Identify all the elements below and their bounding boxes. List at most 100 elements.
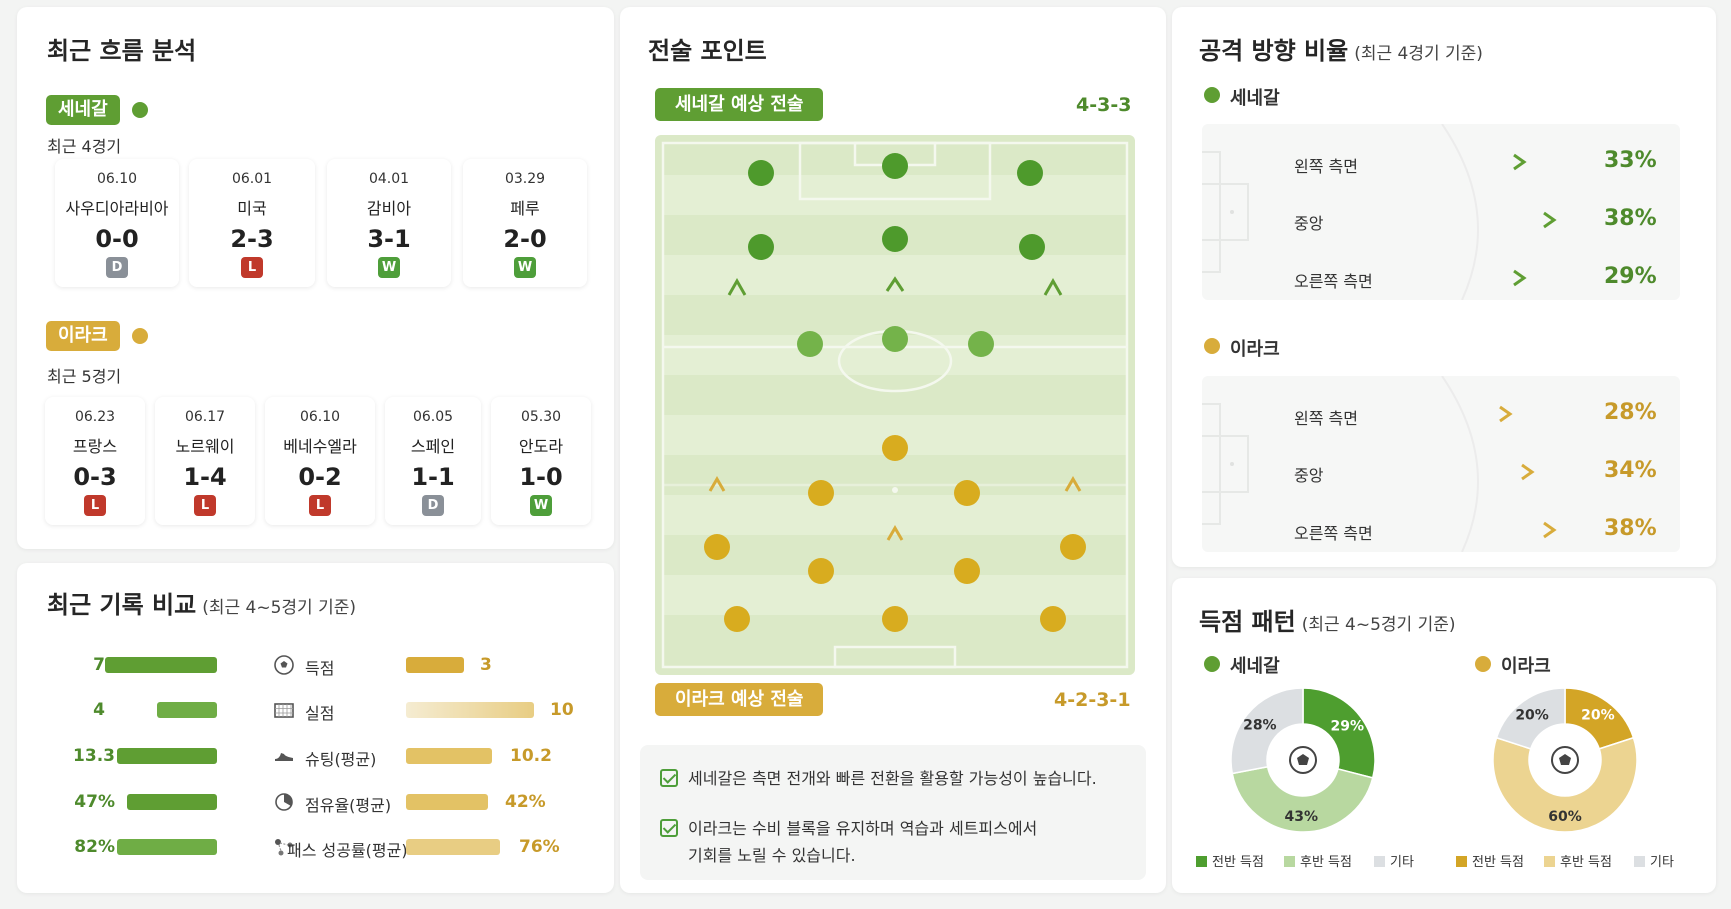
iraq-attack-arrows [708, 476, 1082, 575]
match-card[interactable]: 06.10 사우디아라비아 0-0 D [55, 159, 179, 287]
compare-row-conceded: 4 실점 10 [17, 691, 627, 729]
iraq-color-dot [132, 328, 148, 344]
match-opponent: 미국 [237, 199, 267, 218]
match-score: 0-0 [95, 225, 139, 253]
legend-label: 기타 [1650, 855, 1674, 870]
match-card[interactable]: 05.30 안도라 1-0 W [491, 397, 591, 525]
attack-direction-panel: 공격 방향 비율 (최근 4경기 기준) 세네갈 왼쪽 측면 33% 중앙 38%… [1172, 7, 1716, 567]
match-opponent: 페루 [510, 199, 540, 218]
legend-item: 후반 득점 [1544, 851, 1612, 870]
arrow-icon [1380, 463, 1535, 481]
match-score: 1-0 [519, 463, 563, 491]
match-card[interactable]: 06.01 미국 2-3 L [189, 159, 315, 287]
record-compare-panel: 최근 기록 비교 (최근 4~5경기 기준) 7 득점 3 4 실점 10 13.… [17, 563, 614, 893]
iraq-bar [406, 748, 492, 764]
tactic-note: 기회를 노릴 수 있습니다. [688, 846, 856, 865]
legend-item: 전반 득점 [1456, 851, 1524, 870]
match-card[interactable]: 04.01 감비아 3-1 W [327, 159, 451, 287]
match-card[interactable]: 03.29 페루 2-0 W [463, 159, 587, 287]
senegal-range-label: 최근 4경기 [47, 137, 122, 156]
legend-swatch [1284, 856, 1295, 867]
match-opponent: 프랑스 [72, 437, 118, 456]
iraq-bar [406, 839, 500, 855]
compare-label: 실점 [305, 704, 335, 723]
direction-percent: 29% [1604, 264, 1657, 289]
match-opponent: 감비아 [366, 199, 412, 218]
match-score: 1-1 [411, 463, 455, 491]
donut-slice-label: 43% [1284, 809, 1318, 825]
recent-form-panel: 최근 흐름 분석 세네갈 최근 4경기 06.10 사우디아라비아 0-0 D … [17, 7, 614, 549]
record-compare-subtitle: (최근 4~5경기 기준) [202, 598, 356, 618]
iraq-bar [406, 794, 488, 810]
donut-slice-label: 20% [1515, 708, 1549, 724]
attack-direction-subtitle: (최근 4경기 기준) [1354, 44, 1483, 64]
direction-percent: 33% [1604, 148, 1657, 173]
match-score: 0-2 [298, 463, 342, 491]
direction-percent: 34% [1604, 458, 1657, 483]
senegal-value: 82% [74, 837, 115, 857]
match-score: 1-4 [183, 463, 227, 491]
donut-slice [1231, 765, 1374, 833]
scoring-pattern-title: 득점 패턴 (최근 4~5경기 기준) [1199, 602, 1455, 637]
donut-slice [1492, 736, 1638, 833]
tactic-notes-box: 세네갈은 측면 전개와 빠른 전환을 활용할 가능성이 높습니다. 이라크는 수… [640, 745, 1146, 880]
donut-slice [1302, 687, 1376, 779]
tactics-pitch [655, 135, 1135, 675]
direction-label: 오른쪽 측면 [1294, 524, 1373, 543]
match-opponent: 사우디아라비아 [65, 199, 169, 218]
match-card[interactable]: 06.23 프랑스 0-3 L [45, 397, 145, 525]
match-score: 3-1 [367, 225, 411, 253]
check-icon [660, 769, 678, 787]
match-opponent: 스페인 [410, 437, 456, 456]
senegal-color-dot [1204, 87, 1220, 103]
compare-row-shots: 13.3 슈팅(평균) 10.2 [17, 737, 627, 775]
match-date: 03.29 [504, 171, 546, 187]
direction-label: 오른쪽 측면 [1294, 272, 1373, 291]
tactic-note: 세네갈은 측면 전개와 빠른 전환을 활용할 가능성이 높습니다. [688, 769, 1097, 788]
match-card[interactable]: 06.05 스페인 1-1 D [385, 397, 481, 525]
legend-item: 전반 득점 [1196, 851, 1264, 870]
match-date: 06.01 [231, 171, 273, 187]
senegal-attack-arrows [727, 276, 1063, 370]
legend-label: 전반 득점 [1472, 855, 1524, 870]
donut-slice [1495, 687, 1566, 750]
match-date: 05.30 [520, 409, 562, 425]
iraq-range-label: 최근 5경기 [47, 367, 122, 386]
senegal-team-tag: 세네갈 [46, 95, 120, 125]
iraq-tactic-tag: 이라크 예상 전술 [655, 683, 824, 716]
iraq-team-label: 이라크 [1501, 656, 1551, 677]
iraq-team-label: 이라크 [1230, 339, 1280, 360]
iraq-value: 3 [480, 655, 492, 675]
tactic-note: 이라크는 수비 블록을 유지하며 역습과 세트피스에서 [688, 819, 1038, 838]
match-opponent: 베네수엘라 [283, 437, 357, 456]
compare-label: 점유율(평균) [305, 796, 392, 815]
compare-row-possession: 47% 점유율(평균) 42% [17, 783, 627, 821]
pass-icon [275, 839, 293, 856]
record-compare-title: 최근 기록 비교 (최근 4~5경기 기준) [47, 585, 356, 620]
senegal-value: 13.3 [73, 746, 115, 766]
goal-net-icon [274, 703, 294, 718]
senegal-bar [127, 794, 217, 810]
match-score: 2-0 [503, 225, 547, 253]
match-card[interactable]: 06.10 베네수엘라 0-2 L [265, 397, 375, 525]
legend-label: 기타 [1390, 855, 1414, 870]
senegal-scoring-donut: 29% 43% 28% [1230, 687, 1376, 833]
arrow-icon [1380, 405, 1513, 423]
iraq-value: 42% [505, 792, 546, 812]
iraq-bar [406, 702, 534, 718]
senegal-bar [157, 702, 217, 718]
result-badge: L [309, 495, 331, 516]
match-card[interactable]: 06.17 노르웨이 1-4 L [155, 397, 255, 525]
soccer-ball-icon [1551, 746, 1579, 774]
legend-label: 전반 득점 [1212, 855, 1264, 870]
senegal-value: 4 [93, 700, 105, 720]
scoring-pattern-subtitle: (최근 4~5경기 기준) [1301, 615, 1456, 635]
scoring-pattern-panel: 득점 패턴 (최근 4~5경기 기준) 세네갈 이라크 29% 43% 28% 20%… [1172, 578, 1716, 893]
match-date: 06.23 [74, 409, 116, 425]
iraq-color-dot [1204, 338, 1220, 354]
senegal-direction-box: 왼쪽 측면 33% 중앙 38% 오른쪽 측면 29% [1202, 124, 1680, 300]
iraq-value: 10.2 [510, 746, 552, 766]
senegal-tactic-tag: 세네갈 예상 전술 [655, 88, 824, 121]
match-date: 06.10 [299, 409, 341, 425]
pie-icon [275, 793, 293, 811]
